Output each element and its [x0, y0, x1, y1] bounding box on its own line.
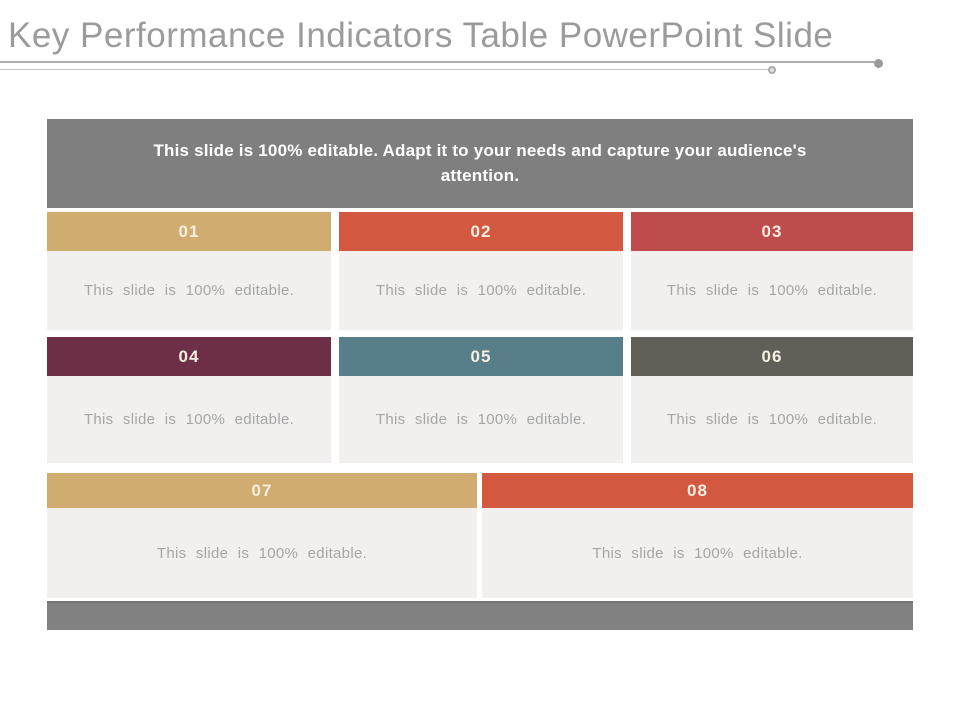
kpi-cell-03-text: This slide is 100% editable.	[666, 282, 878, 299]
kpi-cell-03-body: This slide is 100% editable.	[631, 251, 913, 330]
kpi-cell-03-header: 03	[631, 212, 913, 251]
underline-end-dot-secondary	[768, 66, 776, 74]
title-underline-primary	[0, 61, 876, 63]
kpi-cell-07-header: 07	[47, 473, 477, 508]
kpi-cell-08-text: This slide is 100% editable.	[592, 544, 803, 562]
kpi-cell-07-body: This slide is 100% editable.	[47, 508, 477, 598]
kpi-cell-01-number: 01	[178, 221, 200, 241]
kpi-cell-05-text: This slide is 100% editable.	[375, 411, 587, 428]
kpi-cell-08-number: 08	[687, 480, 708, 500]
kpi-cell-01-body: This slide is 100% editable.	[47, 251, 331, 330]
title-underline-secondary	[0, 69, 769, 70]
kpi-cell-08-body: This slide is 100% editable.	[482, 508, 913, 598]
kpi-cell-06-header: 06	[631, 337, 913, 376]
underline-end-dot-primary	[874, 59, 883, 68]
editable-note-banner: This slide is 100% editable. Adapt it to…	[47, 119, 913, 208]
kpi-cell-07-text: This slide is 100% editable.	[156, 544, 368, 562]
kpi-cell-02-body: This slide is 100% editable.	[339, 251, 623, 330]
footer-bar	[47, 601, 913, 630]
kpi-cell-05: 05 This slide is 100% editable.	[339, 337, 623, 463]
kpi-cell-04: 04 This slide is 100% editable.	[47, 337, 331, 463]
kpi-cell-01: 01 This slide is 100% editable.	[47, 212, 331, 330]
kpi-cell-06-text: This slide is 100% editable.	[666, 411, 878, 428]
kpi-cell-05-header: 05	[339, 337, 623, 376]
kpi-cell-04-body: This slide is 100% editable.	[47, 376, 331, 463]
kpi-cell-03: 03 This slide is 100% editable.	[631, 212, 913, 330]
kpi-cell-02: 02 This slide is 100% editable.	[339, 212, 623, 330]
kpi-cell-04-header: 04	[47, 337, 331, 376]
kpi-cell-06: 06 This slide is 100% editable.	[631, 337, 913, 463]
kpi-cell-06-number: 06	[761, 346, 783, 366]
kpi-cell-05-body: This slide is 100% editable.	[339, 376, 623, 463]
kpi-cell-08: 08 This slide is 100% editable.	[482, 473, 913, 598]
kpi-cell-01-header: 01	[47, 212, 331, 251]
kpi-cell-04-number: 04	[178, 346, 200, 366]
kpi-cell-05-number: 05	[470, 346, 492, 366]
kpi-cell-07-number: 07	[251, 480, 273, 500]
editable-note-text: This slide is 100% editable. Adapt it to…	[153, 140, 807, 185]
page-title: Key Performance Indicators Table PowerPo…	[8, 16, 834, 55]
kpi-cell-03-number: 03	[761, 221, 783, 241]
kpi-cell-08-header: 08	[482, 473, 913, 508]
kpi-cell-01-text: This slide is 100% editable.	[83, 282, 295, 299]
kpi-cell-02-header: 02	[339, 212, 623, 251]
kpi-cell-04-text: This slide is 100% editable.	[83, 411, 295, 428]
kpi-cell-02-number: 02	[470, 221, 492, 241]
kpi-cell-06-body: This slide is 100% editable.	[631, 376, 913, 463]
kpi-cell-02-text: This slide is 100% editable.	[375, 282, 587, 299]
kpi-cell-07: 07 This slide is 100% editable.	[47, 473, 477, 598]
